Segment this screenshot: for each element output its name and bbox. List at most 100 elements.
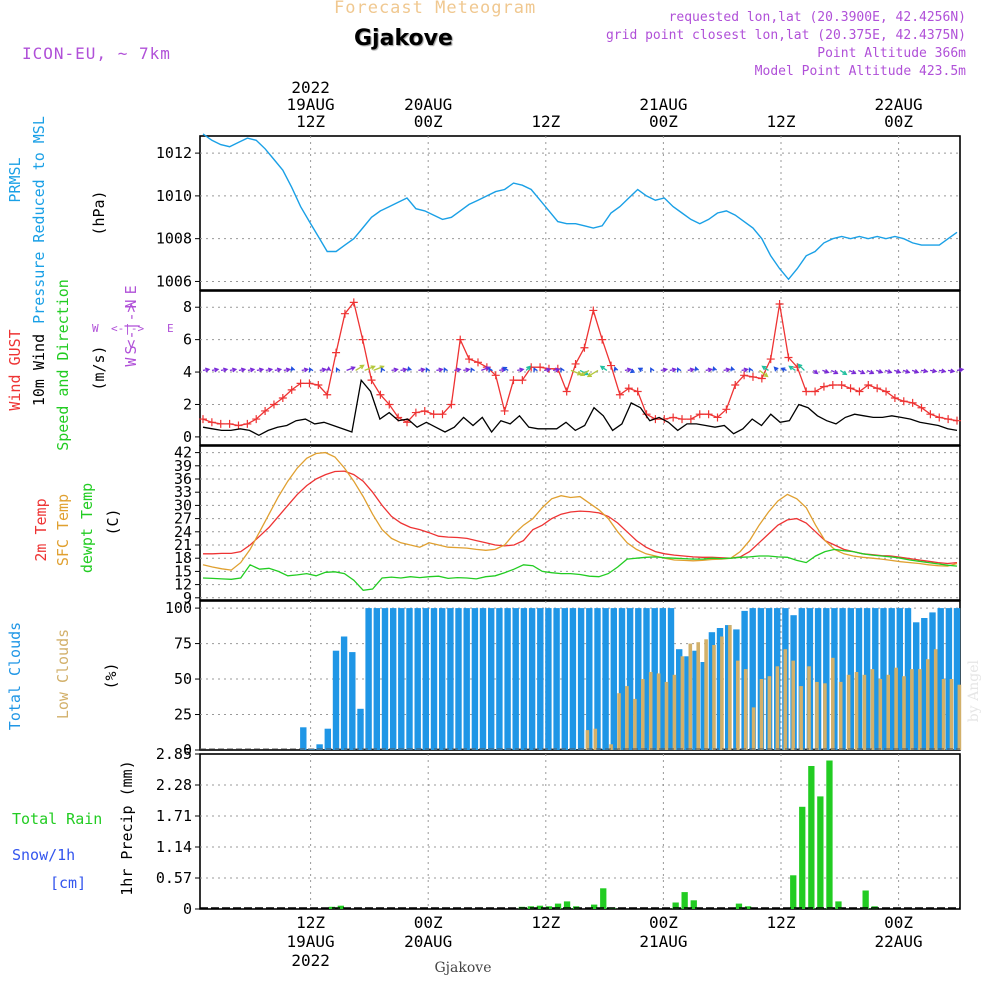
low-cloud-bar <box>957 684 962 750</box>
total-cloud-bar <box>716 628 724 750</box>
gust-marker <box>491 371 500 380</box>
y-tick-label: 1008 <box>156 230 192 248</box>
top-x-tick-label: 12Z <box>531 112 560 131</box>
y-tick-label: 0 <box>183 741 192 759</box>
grid-point-coords: grid point closest lon,lat (20.375E, 42.… <box>605 28 966 43</box>
rain-bar <box>600 888 607 909</box>
rain-bar <box>681 892 688 909</box>
rain-bar <box>337 905 344 909</box>
rain-bar <box>328 906 335 909</box>
rain-bar <box>672 902 679 909</box>
wind-vector <box>748 367 754 373</box>
snow-unit-label: [cm] <box>50 874 86 892</box>
total-cloud-bar <box>626 608 634 750</box>
total-cloud-bar <box>455 608 462 750</box>
total-cloud-bar <box>479 608 487 750</box>
wind-unit: (m/s) <box>90 345 108 390</box>
low-cloud-bar <box>783 649 788 750</box>
y-tick-label: 33 <box>174 483 192 501</box>
wind-vector <box>517 367 525 373</box>
rain-bar <box>835 901 842 909</box>
gust-marker <box>473 358 482 367</box>
gust-marker <box>873 384 882 393</box>
low-cloud-bar <box>664 681 669 750</box>
pressure-unit: (hPa) <box>90 190 108 235</box>
gust-marker <box>456 335 465 344</box>
chart-title: Forecast Meteogram <box>334 0 537 18</box>
wind-vector <box>797 363 805 371</box>
total-cloud-bar <box>488 608 495 750</box>
y-tick-label: 100 <box>165 599 192 617</box>
total-cloud-bar <box>561 608 568 750</box>
y-tick-label: 1.14 <box>156 838 192 856</box>
wind-vector <box>676 367 682 373</box>
wind-vector <box>759 369 769 378</box>
total-cloud-bar <box>577 608 585 750</box>
y-tick-label: 9 <box>183 589 192 607</box>
low-cloud-bar <box>680 656 685 750</box>
low-cloud-bar <box>910 669 914 750</box>
wind-vector <box>669 367 678 373</box>
gust-marker <box>589 306 598 315</box>
gust-marker <box>252 415 261 424</box>
panel-frame <box>199 753 961 910</box>
wind-vector <box>380 367 386 373</box>
low-cloud-bar <box>949 679 954 750</box>
signature: by Angel <box>966 660 982 723</box>
wind-vector <box>543 367 552 373</box>
y-tick-label: 42 <box>174 444 192 462</box>
total-cloud-bar <box>463 608 470 750</box>
low-cloud-bar <box>617 693 621 750</box>
temp2m-axis-title: 2m Temp <box>32 498 50 561</box>
wind-vector <box>502 366 509 372</box>
gust-marker <box>926 410 935 419</box>
total-cloud-bar <box>332 650 340 750</box>
low-cloud-bar <box>736 660 740 750</box>
top-x-tick-label: 2022 <box>291 78 330 97</box>
gust-marker <box>243 419 252 428</box>
wind-vector <box>599 365 608 371</box>
top-x-tick-label: 00Z <box>414 112 443 131</box>
total-cloud-bar <box>537 608 544 750</box>
wind-vector <box>319 367 328 373</box>
model-label: ICON-EU, ~ 7km <box>22 44 171 63</box>
total-cloud-bar <box>643 608 650 750</box>
total-cloud-bar <box>430 608 438 750</box>
gust-marker <box>500 406 509 415</box>
wind-axis-title: 10m Wind <box>30 334 48 406</box>
gust-marker <box>314 381 323 390</box>
total-cloud-bar <box>635 608 642 750</box>
gust-marker <box>766 355 775 364</box>
low-cloud-bar <box>791 660 795 750</box>
wind-vector <box>229 367 238 373</box>
wind-vector <box>866 369 875 375</box>
compass-w-label: W <box>92 322 99 335</box>
wind-vector <box>773 366 779 372</box>
total-cloud-bar <box>545 608 552 750</box>
top-x-tick-label: 00Z <box>649 112 678 131</box>
y-tick-label: 18 <box>174 549 192 567</box>
total-cloud-bar <box>569 608 577 750</box>
rain-legend-label: Total Rain <box>12 810 102 828</box>
wind-vector <box>911 369 920 374</box>
y-tick-label: 21 <box>174 536 192 554</box>
location-name: Gjakove <box>354 26 453 51</box>
low-cloud-bar <box>656 673 661 750</box>
series-line-10m-wind <box>202 378 958 437</box>
y-tick-label: 36 <box>174 470 192 488</box>
low-cloud-bar <box>743 669 748 750</box>
total-cloud-bar <box>863 608 871 750</box>
panel-clouds: 0 25 50 75 100 <box>165 599 962 759</box>
y-tick-label: 1010 <box>156 187 192 205</box>
y-tick-label: 12 <box>174 576 192 594</box>
gust-marker <box>731 381 740 390</box>
series-line-2m-temp <box>203 470 958 565</box>
pressure-axis-title: PRMSL <box>6 157 24 202</box>
compass-arrow-label: <-|-> <box>111 322 144 335</box>
gust-marker <box>704 410 713 419</box>
wind-vector <box>723 367 731 373</box>
gust-marker <box>323 390 332 399</box>
total-cloud-bar <box>422 608 429 750</box>
gust-marker <box>287 385 296 394</box>
total-clouds-axis-title: Total Clouds <box>6 622 24 730</box>
